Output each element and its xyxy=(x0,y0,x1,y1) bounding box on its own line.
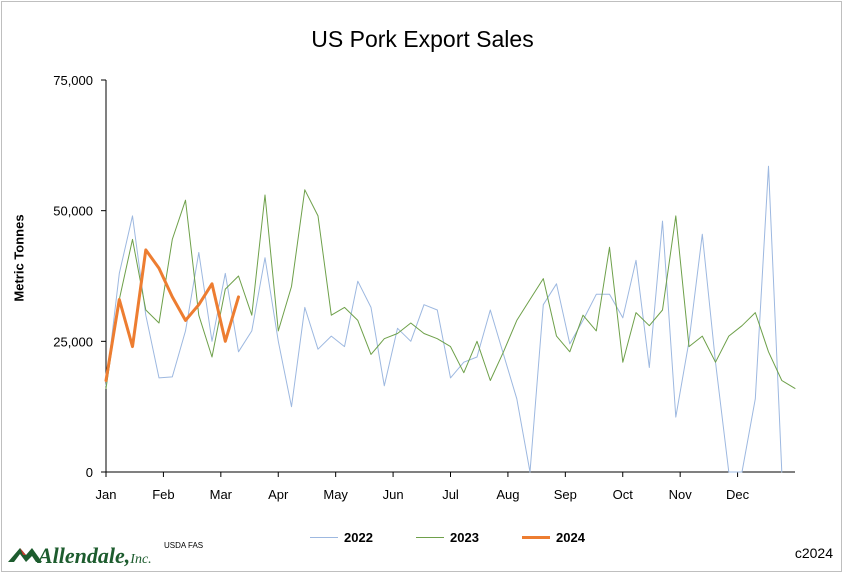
x-tick-label: Aug xyxy=(496,487,519,502)
legend-label: 2024 xyxy=(556,530,585,545)
legend-item-2024: 2024 xyxy=(522,530,585,545)
x-tick-label: Jul xyxy=(442,487,459,502)
x-tick-label: Apr xyxy=(268,487,289,502)
y-tick-label: 75,000 xyxy=(53,73,93,88)
chart-title: US Pork Export Sales xyxy=(311,26,534,52)
y-tick-label: 25,000 xyxy=(53,334,93,349)
legend-swatch xyxy=(522,536,550,539)
x-tick-label: Feb xyxy=(152,487,174,502)
y-tick-label: 0 xyxy=(86,465,93,480)
series-line-2024 xyxy=(104,248,240,382)
x-tick-label: Nov xyxy=(669,487,693,502)
brand-name: Allendale,Inc. xyxy=(38,543,152,568)
chart-legend: 2022 2023 2024 xyxy=(0,530,845,548)
legend-item-2022: 2022 xyxy=(310,530,373,545)
series-line-2023 xyxy=(105,189,796,389)
x-tick-label: May xyxy=(323,487,348,502)
copyright-label: c2024 xyxy=(794,545,833,561)
source-label: USDA FAS xyxy=(164,541,204,550)
legend-item-2023: 2023 xyxy=(416,530,479,545)
legend-label: 2023 xyxy=(450,530,479,545)
x-tick-label: Dec xyxy=(726,487,750,502)
legend-label: 2022 xyxy=(344,530,373,545)
series-line-2022 xyxy=(105,165,783,473)
y-tick-label: 50,000 xyxy=(53,204,93,219)
allendale-logo-icon xyxy=(8,548,42,562)
legend-swatch xyxy=(416,537,444,538)
x-tick-label: Jan xyxy=(96,487,117,502)
x-tick-label: Sep xyxy=(554,487,577,502)
x-tick-label: Oct xyxy=(613,487,634,502)
x-tick-label: Jun xyxy=(383,487,404,502)
legend-swatch xyxy=(310,537,338,538)
x-tick-label: Mar xyxy=(210,487,233,502)
